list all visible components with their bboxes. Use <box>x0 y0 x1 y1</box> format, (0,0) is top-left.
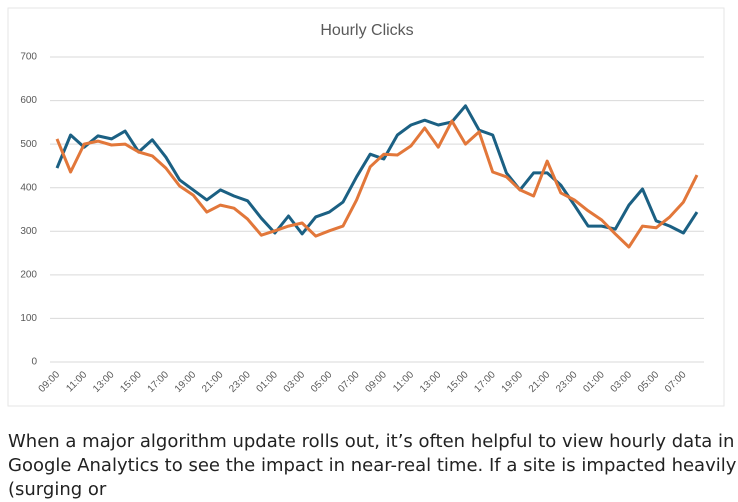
y-tick-label: 100 <box>20 313 37 324</box>
page: {"chart_data": {"type": "line", "title":… <box>7 7 737 500</box>
chart-title: Hourly Clicks <box>320 22 413 39</box>
y-tick-label: 500 <box>20 139 37 150</box>
y-tick-label: 700 <box>20 52 37 63</box>
y-tick-label: 400 <box>20 182 37 193</box>
chart: Hourly Clicks 010020030040050060070009:0… <box>7 7 725 407</box>
series-line <box>55 119 699 249</box>
series-line <box>55 104 699 236</box>
chart-frame <box>7 7 725 407</box>
y-tick-label: 300 <box>20 226 37 237</box>
caption: When a major algorithm update rolls out,… <box>8 431 737 500</box>
y-tick-label: 600 <box>20 95 37 106</box>
y-tick-label: 200 <box>20 269 37 280</box>
y-tick-label: 0 <box>31 357 37 368</box>
